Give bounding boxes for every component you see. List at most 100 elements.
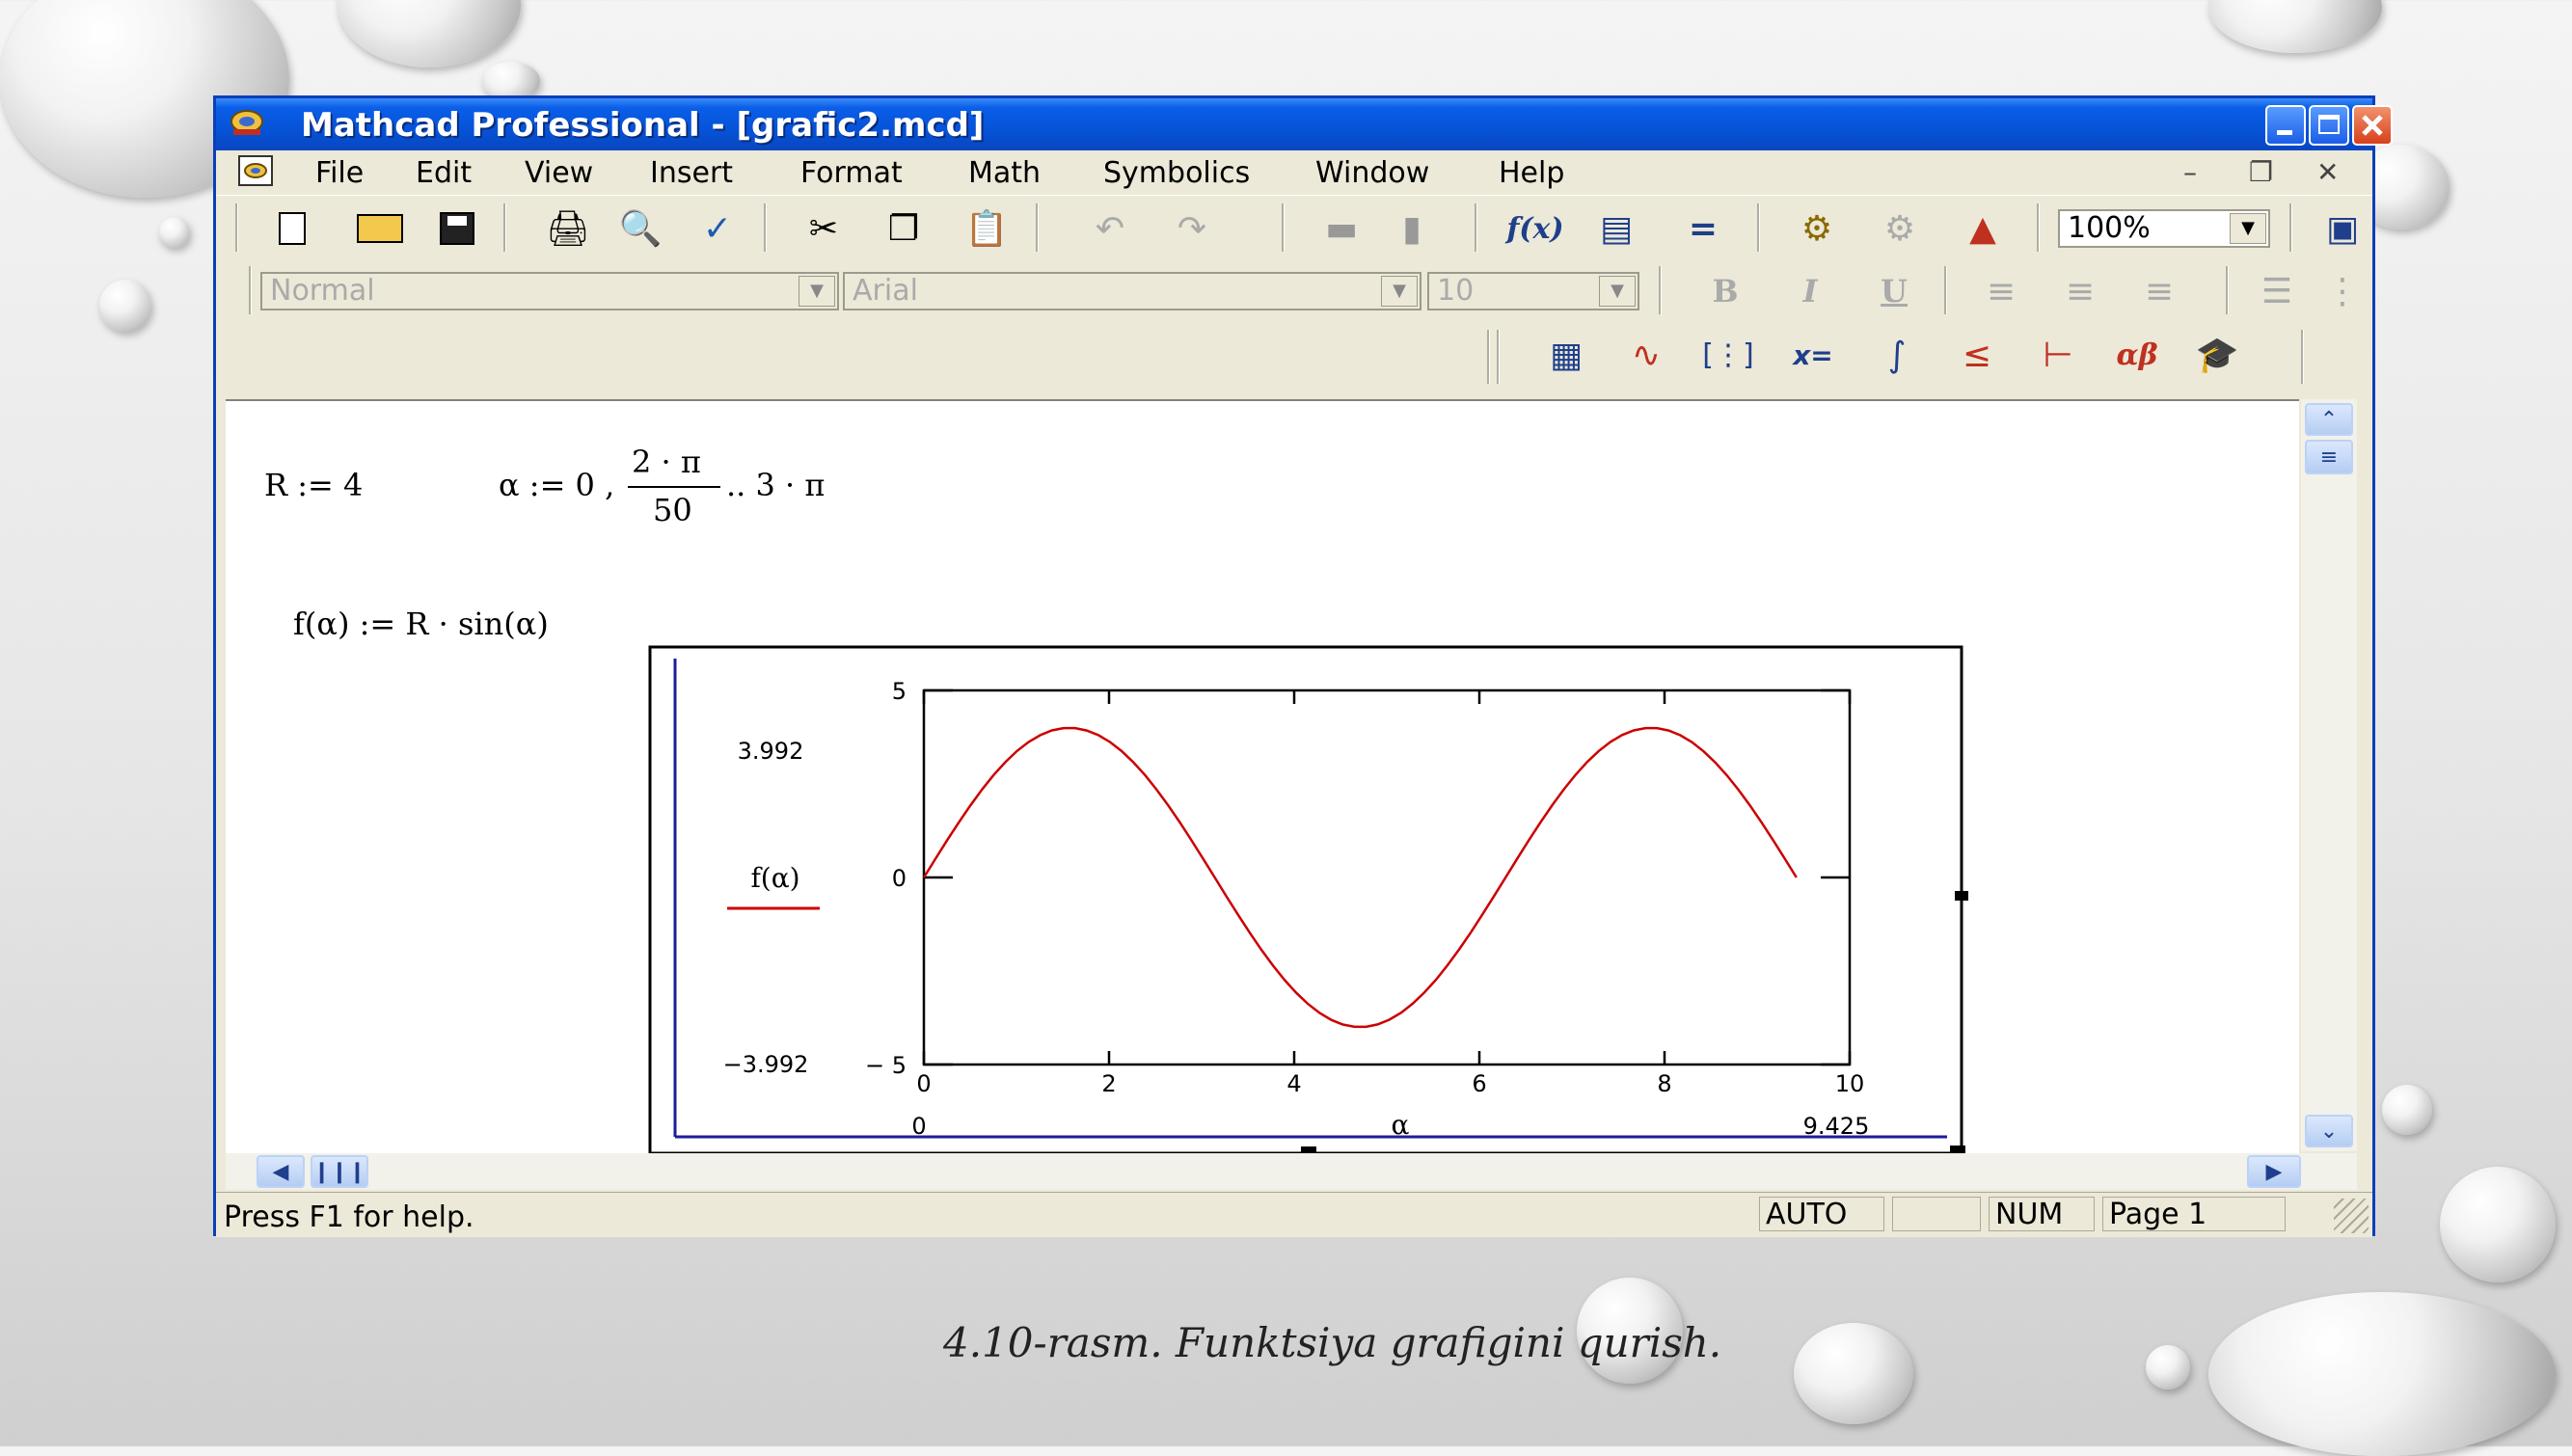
- water-drop: [1577, 1278, 1683, 1384]
- cut-icon[interactable]: ✂: [808, 208, 839, 249]
- evaluation-icon[interactable]: x=: [1793, 338, 1833, 371]
- vertical-scrollbar[interactable]: ⌃ ≡ ⌄: [2301, 399, 2357, 1151]
- spell-check-icon[interactable]: ✓: [702, 208, 733, 249]
- chevron-down-icon: ▼: [799, 276, 835, 307]
- menu-math[interactable]: Math: [968, 156, 1042, 190]
- xy-plot[interactable]: 0 2 4 6 8 10 5 0 − 5 3.992 −3.992 0 9.425 α f(α): [648, 645, 1968, 1156]
- boolean-icon[interactable]: ≤: [1962, 335, 1992, 375]
- align-across-icon[interactable]: ▬: [1324, 208, 1358, 249]
- calculator-icon[interactable]: ▦: [1549, 335, 1583, 375]
- numbering-icon[interactable]: ⋮: [2325, 271, 2360, 311]
- chevron-down-icon: ▼: [1599, 276, 1636, 307]
- scroll-up-button[interactable]: ⌃: [2305, 403, 2353, 436]
- figure-caption: 4.10-rasm. Funktsiya grafigini qurish.: [943, 1319, 1722, 1366]
- menu-format[interactable]: Format: [800, 156, 903, 190]
- minimize-icon: [2277, 130, 2292, 135]
- x-tick-label: 8: [1657, 1070, 1671, 1097]
- alpha-range-definition[interactable]: α := 0 , 2 · π 50 .. 3 · π: [499, 444, 884, 530]
- programming-icon[interactable]: ⊢: [2043, 335, 2073, 375]
- chevron-down-icon: ▼: [1381, 276, 1418, 307]
- web-library-icon[interactable]: ▣: [2325, 208, 2359, 249]
- y-max-marker: 3.992: [738, 738, 804, 765]
- x-axis-label: α: [1392, 1109, 1410, 1141]
- function-definition[interactable]: f(α) := R · sin(α): [293, 606, 549, 642]
- print-preview-icon[interactable]: 🔍: [618, 209, 663, 249]
- doc-minimize-button[interactable]: –: [2183, 156, 2197, 188]
- scroll-thumb[interactable]: ≡: [2305, 440, 2353, 474]
- x-tick-label: 6: [1472, 1070, 1486, 1097]
- bullets-icon[interactable]: ☰: [2261, 271, 2293, 311]
- insert-unit-icon[interactable]: ▤: [1599, 208, 1633, 249]
- align-right-icon[interactable]: ≡: [2144, 271, 2175, 311]
- font-value: Arial: [853, 274, 918, 308]
- scroll-thumb-horizontal[interactable]: ❙❙❙: [311, 1155, 368, 1188]
- horizontal-scrollbar[interactable]: ◀ ❙❙❙ ▶: [226, 1153, 2357, 1190]
- copy-icon[interactable]: ❐: [887, 208, 920, 249]
- print-icon[interactable]: 🖨: [546, 209, 590, 249]
- style-select[interactable]: Normal ▼: [260, 272, 839, 310]
- paste-icon[interactable]: 📋: [964, 209, 1009, 249]
- y-tick-label: 0: [892, 865, 907, 892]
- standard-toolbar: 🖨 🔍 ✓ ✂ ❐ 📋 ↶ ↷ ▬ ▮ f(x) ▤ = ⚙ ⚙ ▲ 100% …: [216, 195, 2372, 259]
- r-definition[interactable]: R := 4: [264, 467, 364, 503]
- y-tick-label: − 5: [865, 1052, 907, 1079]
- scroll-left-button[interactable]: ◀: [257, 1155, 305, 1188]
- new-icon[interactable]: [272, 209, 312, 248]
- resize-handle: [1955, 891, 1968, 901]
- underline-button[interactable]: U: [1881, 273, 1908, 310]
- doc-close-button[interactable]: ✕: [2316, 156, 2340, 188]
- menu-edit[interactable]: Edit: [416, 156, 473, 190]
- resize-grip-icon[interactable]: [2334, 1199, 2369, 1233]
- calculus-icon[interactable]: ∫: [1887, 335, 1907, 375]
- align-left-icon[interactable]: ≡: [1986, 271, 2017, 311]
- worksheet[interactable]: R := 4 α := 0 , 2 · π 50 .. 3 · π f(α) :…: [226, 399, 2299, 1156]
- graph-icon[interactable]: ∿: [1631, 335, 1662, 375]
- resize-handle: [1950, 1146, 1965, 1155]
- menu-symbolics[interactable]: Symbolics: [1103, 156, 1251, 190]
- maximize-button[interactable]: [2309, 105, 2349, 146]
- window-title: Mathcad Professional - [grafic2.mcd]: [301, 106, 985, 145]
- font-size-select[interactable]: 10 ▼: [1427, 272, 1639, 310]
- menu-view[interactable]: View: [525, 156, 594, 190]
- title-bar[interactable]: Mathcad Professional - [grafic2.mcd]: [216, 98, 2393, 150]
- status-help-text: Press F1 for help.: [224, 1200, 474, 1234]
- undo-icon[interactable]: ↶: [1095, 208, 1125, 249]
- y-tick-label: 5: [892, 678, 907, 705]
- x-tick-label: 4: [1286, 1070, 1301, 1097]
- zoom-select[interactable]: 100% ▼: [2058, 209, 2270, 248]
- menu-help[interactable]: Help: [1499, 156, 1565, 190]
- x-tick-label: 10: [1835, 1070, 1865, 1097]
- font-size-value: 10: [1437, 274, 1475, 308]
- mathcad-window: Mathcad Professional - [grafic2.mcd] Fil…: [213, 95, 2393, 1237]
- font-select[interactable]: Arial ▼: [843, 272, 1421, 310]
- water-drop: [99, 280, 151, 332]
- alpha-lhs: α := 0 ,: [499, 467, 615, 503]
- doc-restore-button[interactable]: ❐: [2249, 156, 2274, 188]
- redo-icon[interactable]: ↷: [1177, 208, 1207, 249]
- insert-function-icon[interactable]: f(x): [1506, 211, 1564, 246]
- menu-insert[interactable]: Insert: [650, 156, 734, 190]
- save-icon[interactable]: [433, 209, 481, 248]
- open-icon[interactable]: [351, 209, 409, 248]
- bold-button[interactable]: B: [1712, 273, 1739, 310]
- scroll-down-button[interactable]: ⌄: [2305, 1115, 2353, 1147]
- alpha-step-denominator: 50: [653, 492, 692, 528]
- italic-button[interactable]: I: [1802, 273, 1818, 310]
- calculate-icon[interactable]: =: [1688, 208, 1719, 249]
- menu-file[interactable]: File: [315, 156, 365, 190]
- close-button[interactable]: [2352, 105, 2393, 146]
- menu-window[interactable]: Window: [1315, 156, 1430, 190]
- resources-icon[interactable]: ⚙: [1883, 208, 1916, 249]
- scroll-right-button[interactable]: ▶: [2247, 1155, 2301, 1188]
- align-center-icon[interactable]: ≡: [2065, 271, 2096, 311]
- greek-icon[interactable]: αβ: [2116, 337, 2158, 372]
- align-down-icon[interactable]: ▮: [1402, 208, 1421, 249]
- symbolic-icon[interactable]: 🎓: [2195, 336, 2239, 375]
- water-drop: [1794, 1323, 1913, 1424]
- component-icon[interactable]: ⚙: [1800, 208, 1833, 249]
- x-tick-label: 2: [1101, 1070, 1116, 1097]
- matrix-icon[interactable]: [⋮]: [1702, 337, 1754, 372]
- minimize-button[interactable]: [2265, 105, 2306, 146]
- hierarchy-icon[interactable]: ▲: [1969, 208, 1996, 249]
- document-icon[interactable]: [237, 154, 276, 187]
